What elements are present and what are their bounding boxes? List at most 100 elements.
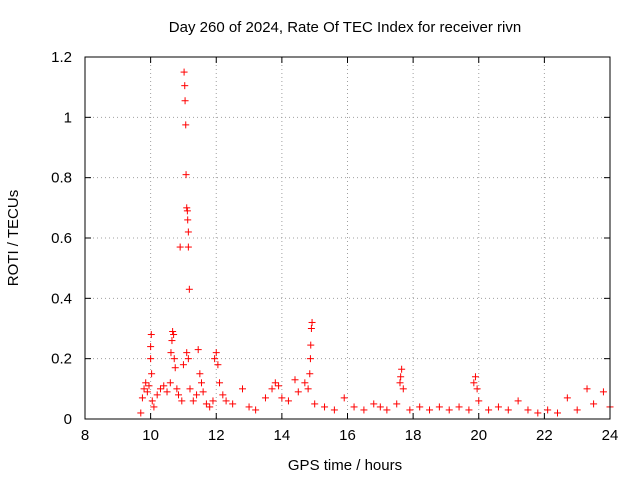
data-point: [211, 355, 219, 363]
data-point: [306, 370, 314, 378]
data-point: [340, 394, 348, 402]
data-point: [311, 400, 319, 408]
data-point: [360, 406, 368, 414]
data-point: [199, 388, 207, 396]
data-point: [184, 216, 192, 224]
data-point: [170, 355, 178, 363]
data-point: [465, 406, 473, 414]
data-point: [383, 406, 391, 414]
y-tick-label: 0.4: [51, 290, 72, 307]
data-point: [150, 403, 158, 411]
x-axis-label: GPS time / hours: [288, 457, 402, 474]
data-point: [494, 403, 502, 411]
grid-lines: [85, 57, 610, 419]
data-points: [137, 68, 614, 417]
data-point: [396, 379, 404, 387]
data-point: [399, 385, 407, 393]
data-point: [147, 343, 155, 351]
data-point: [306, 355, 314, 363]
data-point: [184, 243, 192, 251]
x-tick-label: 8: [81, 427, 89, 444]
data-point: [175, 391, 183, 399]
y-tick-label: 1.2: [51, 49, 72, 66]
data-point: [301, 379, 309, 387]
data-point: [147, 331, 155, 339]
data-point: [426, 406, 434, 414]
data-point: [183, 204, 191, 212]
data-point: [308, 318, 316, 326]
data-point: [170, 331, 178, 339]
data-point: [143, 388, 151, 396]
data-point: [185, 285, 193, 293]
data-point: [153, 391, 161, 399]
data-point: [160, 382, 168, 390]
data-point: [304, 385, 312, 393]
data-point: [179, 361, 187, 369]
data-point: [183, 349, 191, 357]
data-point: [544, 406, 552, 414]
data-point: [137, 409, 145, 417]
x-tick-label: 16: [339, 427, 356, 444]
data-point: [171, 364, 179, 372]
data-point: [197, 379, 205, 387]
data-point: [406, 406, 414, 414]
data-point: [184, 355, 192, 363]
x-tick-label: 18: [405, 427, 422, 444]
data-point: [206, 403, 214, 411]
data-point: [350, 403, 358, 411]
data-point: [181, 82, 189, 90]
data-point: [209, 397, 217, 405]
data-point: [307, 325, 315, 332]
data-point: [212, 349, 220, 357]
data-point: [445, 406, 453, 414]
data-point: [485, 406, 493, 414]
data-point: [416, 403, 424, 411]
data-point: [583, 385, 591, 393]
data-point: [563, 394, 571, 402]
data-point: [239, 385, 246, 393]
x-axis-ticks: 8 10 12 14 16 18 20 22 24: [81, 57, 618, 444]
data-point: [590, 400, 598, 408]
data-point: [271, 379, 279, 387]
data-point: [455, 403, 463, 411]
data-point: [534, 409, 542, 417]
data-point: [291, 376, 299, 384]
data-point: [370, 400, 378, 408]
y-axis-ticks: 0 0.2 0.4 0.6 0.8 1 1.2: [51, 49, 610, 428]
y-tick-label: 0: [64, 411, 72, 428]
data-point: [166, 379, 174, 387]
data-point: [275, 382, 283, 390]
data-point: [169, 328, 177, 336]
data-point: [398, 365, 406, 373]
x-tick-label: 22: [536, 427, 553, 444]
data-point: [524, 406, 532, 414]
data-point: [599, 388, 607, 396]
data-point: [573, 406, 581, 414]
data-point: [193, 391, 201, 399]
data-point: [183, 207, 191, 215]
data-point: [514, 397, 522, 405]
data-point: [145, 382, 153, 390]
data-point: [180, 68, 188, 76]
data-point: [148, 370, 156, 378]
y-tick-label: 0.6: [51, 230, 72, 247]
data-point: [216, 379, 224, 387]
data-point: [167, 349, 175, 357]
data-point: [278, 394, 286, 402]
data-point: [173, 385, 181, 393]
data-point: [142, 379, 150, 387]
data-point: [168, 337, 176, 345]
data-point: [397, 373, 405, 381]
data-point: [214, 361, 222, 369]
x-tick-label: 10: [142, 427, 159, 444]
data-point: [189, 397, 197, 405]
data-point: [140, 385, 148, 393]
data-point: [261, 394, 269, 402]
data-point: [268, 385, 276, 393]
y-tick-label: 0.2: [51, 351, 72, 368]
y-tick-label: 0.8: [51, 170, 72, 187]
data-point: [138, 394, 146, 402]
data-point: [156, 385, 164, 393]
data-point: [393, 400, 401, 408]
